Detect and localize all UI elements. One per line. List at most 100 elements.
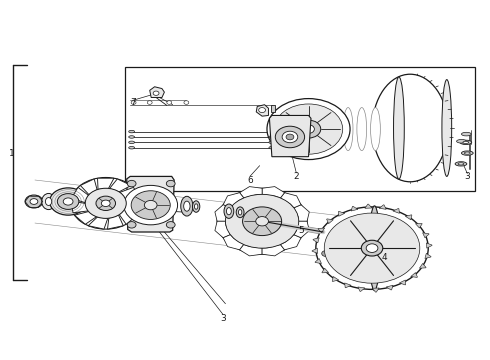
Ellipse shape — [42, 193, 55, 210]
Polygon shape — [411, 273, 417, 278]
Text: 4: 4 — [381, 253, 387, 262]
Polygon shape — [318, 228, 325, 233]
Ellipse shape — [458, 163, 464, 165]
Polygon shape — [120, 188, 140, 199]
Polygon shape — [425, 253, 431, 258]
Polygon shape — [332, 276, 339, 282]
Circle shape — [147, 101, 152, 104]
Circle shape — [184, 101, 189, 104]
Polygon shape — [215, 205, 230, 221]
Ellipse shape — [465, 152, 470, 154]
Circle shape — [243, 207, 282, 235]
Circle shape — [366, 244, 378, 252]
Ellipse shape — [370, 108, 380, 150]
Circle shape — [85, 188, 126, 219]
Polygon shape — [240, 244, 262, 256]
Circle shape — [153, 91, 159, 95]
Polygon shape — [426, 243, 432, 248]
Circle shape — [131, 191, 170, 220]
Circle shape — [259, 108, 266, 113]
Polygon shape — [358, 287, 365, 292]
Ellipse shape — [129, 136, 135, 138]
Ellipse shape — [184, 201, 190, 211]
Ellipse shape — [269, 141, 273, 143]
Circle shape — [166, 222, 175, 228]
Ellipse shape — [224, 204, 234, 219]
Ellipse shape — [369, 206, 380, 291]
Circle shape — [127, 222, 136, 228]
Polygon shape — [351, 206, 358, 211]
Polygon shape — [422, 233, 429, 238]
Ellipse shape — [226, 208, 231, 215]
Circle shape — [131, 101, 136, 104]
Ellipse shape — [457, 139, 466, 143]
Polygon shape — [419, 264, 426, 268]
Polygon shape — [344, 283, 351, 288]
Polygon shape — [80, 179, 97, 195]
Ellipse shape — [239, 210, 242, 215]
Polygon shape — [256, 105, 269, 116]
Circle shape — [101, 200, 110, 207]
Polygon shape — [315, 258, 321, 264]
Polygon shape — [379, 205, 386, 210]
Circle shape — [57, 194, 79, 210]
Polygon shape — [223, 235, 244, 250]
Ellipse shape — [316, 108, 326, 150]
Circle shape — [361, 240, 383, 256]
Circle shape — [167, 101, 172, 104]
Bar — [271, 105, 275, 112]
Circle shape — [275, 126, 305, 148]
Bar — [125, 67, 475, 191]
Polygon shape — [399, 280, 406, 285]
Circle shape — [296, 120, 321, 138]
Polygon shape — [119, 208, 137, 224]
Ellipse shape — [129, 147, 135, 149]
Polygon shape — [294, 221, 309, 238]
Ellipse shape — [129, 130, 135, 133]
Ellipse shape — [393, 77, 404, 179]
Polygon shape — [88, 217, 108, 229]
Circle shape — [316, 207, 428, 289]
Circle shape — [49, 188, 87, 215]
Polygon shape — [322, 268, 329, 273]
Circle shape — [225, 194, 299, 248]
Polygon shape — [327, 219, 333, 224]
Circle shape — [96, 196, 116, 211]
Circle shape — [282, 131, 298, 143]
Polygon shape — [127, 176, 174, 232]
Polygon shape — [386, 285, 393, 290]
Ellipse shape — [330, 108, 339, 150]
Text: 1: 1 — [8, 149, 14, 158]
Ellipse shape — [129, 141, 135, 144]
Polygon shape — [312, 248, 318, 253]
Ellipse shape — [46, 198, 52, 206]
Text: 3: 3 — [220, 314, 226, 323]
Polygon shape — [262, 244, 285, 256]
Text: 5: 5 — [298, 226, 304, 235]
Ellipse shape — [463, 141, 469, 143]
Polygon shape — [215, 221, 230, 238]
Polygon shape — [150, 87, 164, 98]
Ellipse shape — [357, 108, 367, 150]
Polygon shape — [74, 212, 97, 224]
Ellipse shape — [236, 207, 244, 218]
Polygon shape — [107, 215, 123, 229]
Polygon shape — [110, 179, 131, 192]
Ellipse shape — [442, 80, 452, 176]
Text: 7: 7 — [130, 98, 136, 107]
Polygon shape — [313, 238, 319, 243]
Polygon shape — [365, 204, 372, 208]
Circle shape — [25, 195, 43, 208]
Polygon shape — [71, 201, 88, 213]
Circle shape — [30, 199, 38, 204]
Circle shape — [286, 134, 294, 140]
Circle shape — [303, 125, 315, 134]
Ellipse shape — [269, 147, 273, 149]
Polygon shape — [405, 215, 412, 220]
Polygon shape — [270, 116, 311, 157]
Text: 6: 6 — [247, 176, 253, 185]
Polygon shape — [339, 211, 344, 216]
Circle shape — [274, 104, 343, 154]
Ellipse shape — [460, 140, 472, 144]
Circle shape — [166, 180, 175, 187]
